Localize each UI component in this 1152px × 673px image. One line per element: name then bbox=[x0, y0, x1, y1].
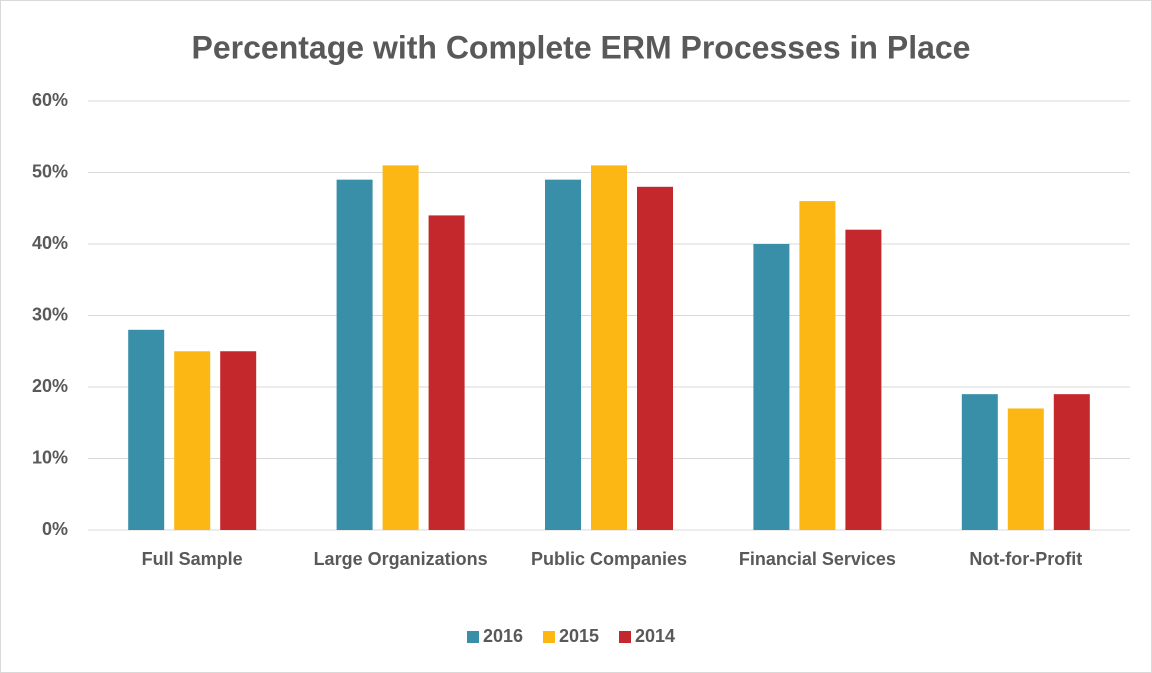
legend-swatch bbox=[543, 631, 555, 643]
bar bbox=[336, 179, 373, 530]
bar bbox=[382, 165, 419, 530]
bar bbox=[637, 186, 673, 531]
bar bbox=[174, 351, 211, 530]
bar bbox=[591, 165, 627, 530]
legend-label: 2014 bbox=[635, 626, 675, 646]
bar bbox=[428, 215, 465, 530]
y-tick-label: 50% bbox=[32, 161, 68, 181]
bar bbox=[220, 351, 257, 530]
x-tick-label: Financial Services bbox=[739, 549, 896, 569]
bar bbox=[1007, 408, 1044, 530]
x-tick-label: Public Companies bbox=[531, 549, 687, 569]
bar bbox=[545, 179, 581, 530]
x-tick-label: Large Organizations bbox=[314, 549, 488, 569]
y-tick-label: 60% bbox=[32, 90, 68, 110]
bar bbox=[128, 329, 165, 530]
bar bbox=[845, 229, 882, 530]
bar bbox=[753, 244, 790, 530]
x-tick-label: Full Sample bbox=[142, 549, 243, 569]
y-tick-label: 0% bbox=[42, 519, 68, 539]
y-tick-label: 10% bbox=[32, 447, 68, 467]
y-tick-label: 20% bbox=[32, 376, 68, 396]
legend-swatch bbox=[619, 631, 631, 643]
x-tick-label: Not-for-Profit bbox=[969, 549, 1082, 569]
y-tick-label: 40% bbox=[32, 233, 68, 253]
legend-label: 2015 bbox=[559, 626, 599, 646]
bar bbox=[799, 201, 836, 530]
bar bbox=[961, 394, 998, 530]
y-tick-label: 30% bbox=[32, 304, 68, 324]
bar bbox=[1053, 394, 1090, 530]
legend-swatch bbox=[467, 631, 479, 643]
legend-label: 2016 bbox=[483, 626, 523, 646]
chart-title: Percentage with Complete ERM Processes i… bbox=[192, 29, 971, 65]
